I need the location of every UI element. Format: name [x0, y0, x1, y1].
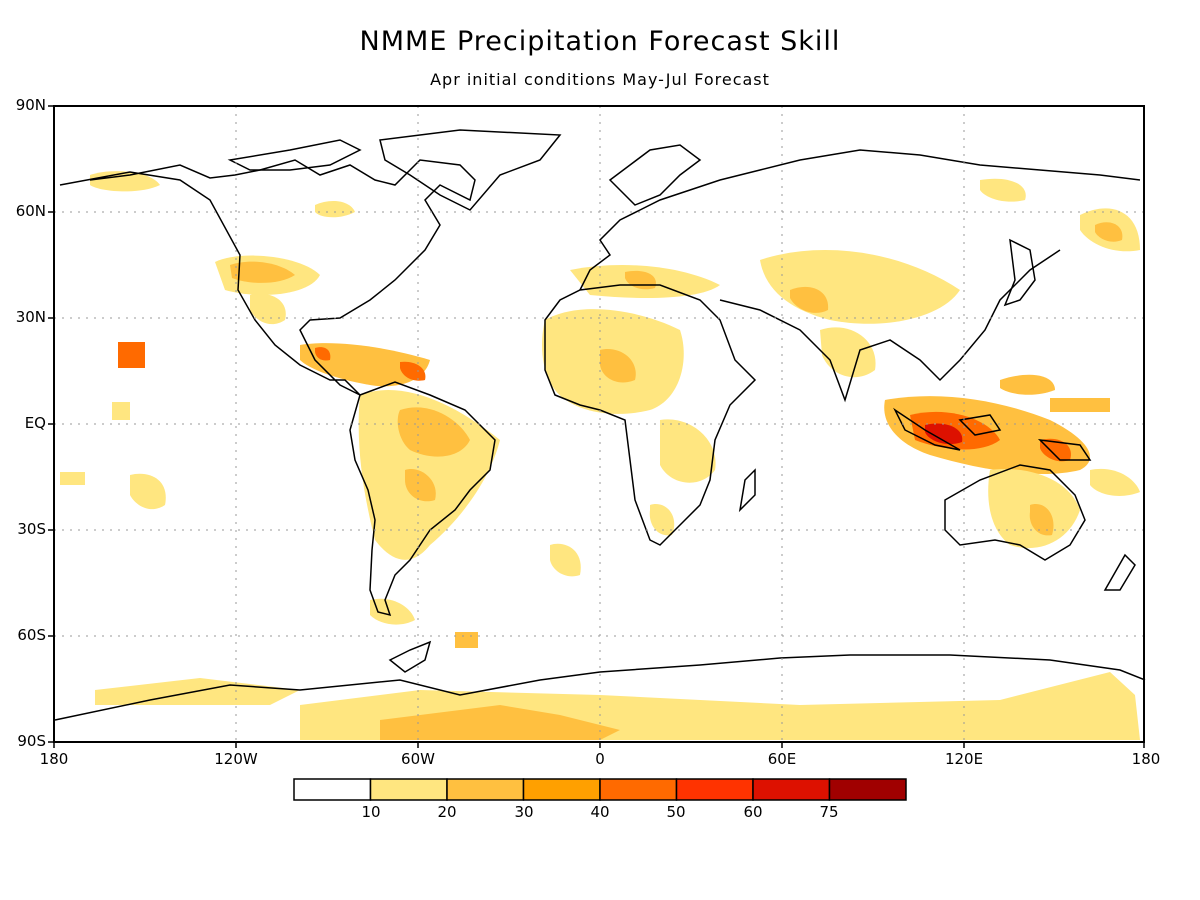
lon-label-120e: 120E: [944, 750, 984, 768]
chart-title: NMME Precipitation Forecast Skill: [359, 26, 841, 57]
lat-label-90n: 90N: [15, 96, 46, 114]
lat-label-60s: 60S: [17, 626, 46, 644]
lon-label-0: 0: [595, 750, 605, 768]
lat-label-90s: 90S: [17, 732, 46, 750]
lon-label-120w: 120W: [214, 750, 258, 768]
colorbar-swatch: [675, 778, 754, 801]
colorbar-label-60: 60: [743, 803, 763, 821]
colorbar-swatch: [369, 778, 448, 801]
colorbar-swatch: [446, 778, 525, 801]
tick-marks: [48, 105, 1145, 748]
chart-subtitle: Apr initial conditions May-Jul Forecast: [430, 70, 770, 89]
colorbar-label-30: 30: [514, 803, 534, 821]
lat-label-60n: 60N: [15, 202, 46, 220]
colorbar-label-75: 75: [819, 803, 839, 821]
colorbar-label-50: 50: [666, 803, 686, 821]
colorbar-label-10: 10: [361, 803, 381, 821]
lat-label-30s: 30S: [17, 520, 46, 538]
colorbar-swatch: [293, 778, 372, 801]
lon-label-60e: 60E: [767, 750, 797, 768]
skill-shading: [60, 171, 1140, 740]
colorbar-swatch: [752, 778, 831, 801]
colorbar-swatch: [828, 778, 907, 801]
colorbar-swatch: [599, 778, 678, 801]
coastlines: [54, 129, 1146, 721]
lat-label-eq: EQ: [24, 414, 46, 432]
lon-label-180w: 180: [39, 750, 69, 768]
colorbar-label-40: 40: [590, 803, 610, 821]
lat-label-30n: 30N: [15, 308, 46, 326]
colorbar-label-20: 20: [437, 803, 457, 821]
lon-label-60w: 60W: [401, 750, 435, 768]
colorbar: [293, 778, 907, 801]
colorbar-swatch: [522, 778, 601, 801]
lon-label-180e: 180: [1131, 750, 1161, 768]
grid-lines: [54, 106, 1144, 742]
